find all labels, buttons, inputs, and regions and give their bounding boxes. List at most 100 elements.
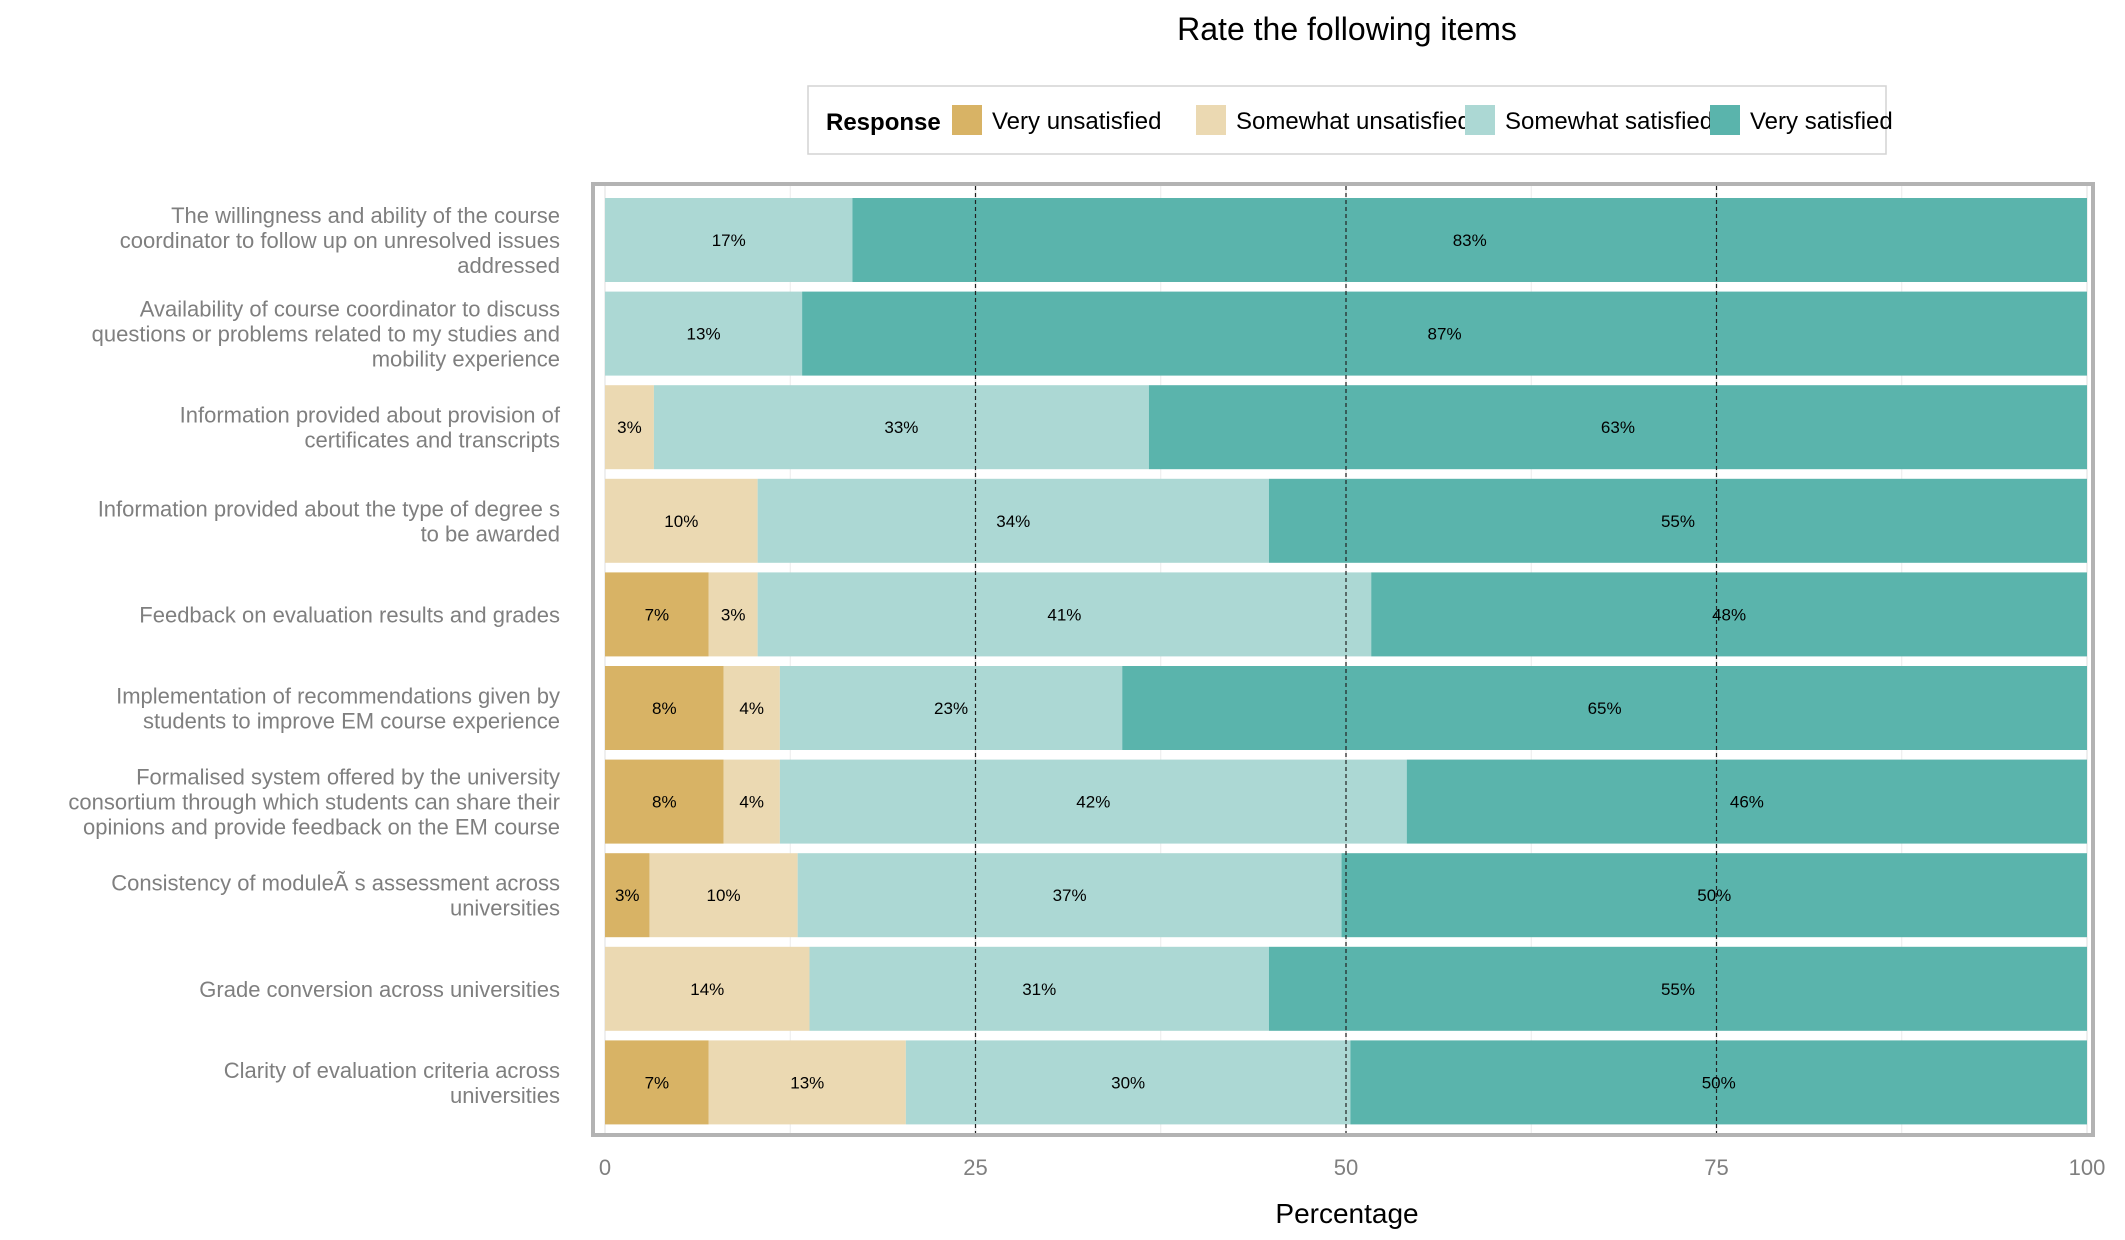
x-tick-label: 25 [963,1155,987,1180]
y-tick-label: Information provided about provision of [180,403,561,428]
y-tick-label: Implementation of recommendations given … [116,684,560,709]
bar-segment [1268,946,2087,1031]
bar-value-label: 55% [1661,980,1695,999]
y-tick-label: addressed [457,253,560,278]
x-axis-label: Percentage [1275,1198,1418,1229]
y-tick-label: Feedback on evaluation results and grade… [139,602,560,627]
bar-segment [708,1040,906,1125]
legend-label: Very satisfied [1750,108,1893,135]
bar-value-label: 87% [1428,325,1462,344]
bar-value-label: 7% [645,605,670,624]
bar-value-label: 31% [1022,980,1056,999]
legend-box [807,85,1887,155]
plot-border [591,182,2095,1137]
y-tick-label: certificates and transcripts [304,428,560,453]
y-tick-label: to be awarded [421,521,560,546]
bar-value-label: 42% [1076,793,1110,812]
bar-segment [757,572,1372,657]
y-tick-label: Grade conversion across universities [199,977,560,1002]
bar-segment [605,385,654,470]
bar-segment [605,198,853,282]
bar-value-label: 4% [739,699,764,718]
bar-segment [809,946,1269,1031]
bar-value-label: 55% [1661,512,1695,531]
bar-segment [1148,385,2087,470]
y-tick-label: universities [450,896,560,921]
y-tick-label: Information provided about the type of d… [98,496,560,521]
bar-segment [905,1040,1351,1125]
bar-segment [802,291,2088,376]
bar-value-label: 10% [664,512,698,531]
legend-swatch [1710,105,1740,135]
bar-value-label: 33% [884,418,918,437]
legend-swatch [1465,105,1495,135]
chart-title: Rate the following items [1177,11,1517,47]
bar-segment [1341,853,2087,938]
y-tick-label: coordinator to follow up on unresolved i… [120,228,560,253]
bar-segment [605,572,709,657]
bar-segment [852,198,2087,282]
y-tick-label: students to improve EM course experience [143,709,560,734]
bar-value-label: 48% [1712,605,1746,624]
x-tick-label: 0 [599,1155,611,1180]
y-tick-label: Availability of course coordinator to di… [140,297,560,322]
legend-label: Somewhat satisfied [1505,108,1713,135]
x-tick-label: 50 [1334,1155,1358,1180]
legend-swatch [952,105,982,135]
bar-value-label: 7% [645,1073,670,1092]
bar-segment [605,759,724,844]
bar-segment [1350,1040,2087,1125]
legend-label: Somewhat unsatisfied [1236,108,1471,135]
bar-value-label: 4% [739,793,764,812]
bar-segment [779,759,1407,844]
bar-value-label: 63% [1601,418,1635,437]
bar-value-label: 34% [996,512,1030,531]
bar-segment [779,666,1123,750]
bar-value-label: 13% [790,1073,824,1092]
bar-value-label: 13% [687,325,721,344]
bar-value-label: 23% [934,699,968,718]
bar-segment [1406,759,2087,844]
bar-value-label: 83% [1453,231,1487,250]
y-tick-label: mobility experience [372,347,560,372]
y-tick-label: The willingness and ability of the cours… [171,203,560,228]
y-tick-label: universities [450,1083,560,1108]
bar-value-label: 14% [690,980,724,999]
bar-segment [723,666,780,750]
bar-segment [605,666,724,750]
y-tick-label: questions or problems related to my stud… [92,322,560,347]
x-tick-label: 100 [2069,1155,2106,1180]
bar-segment [757,478,1269,563]
bar-value-label: 37% [1053,886,1087,905]
bar-segment [653,385,1149,470]
y-tick-label: Formalised system offered by the univers… [136,765,560,790]
bar-segment [797,853,1342,938]
y-axis: The willingness and ability of the cours… [68,203,560,1108]
bar-value-label: 8% [652,793,677,812]
x-tick-label: 75 [1704,1155,1728,1180]
legend: Response Very unsatisfied Somewhat unsati… [807,85,1893,155]
bar-value-label: 50% [1697,886,1731,905]
bar-segment [605,1040,709,1125]
bar-value-label: 41% [1047,605,1081,624]
bar-value-label: 65% [1588,699,1622,718]
bar-segment [605,946,810,1031]
legend-swatch [1196,105,1226,135]
bar-segment [605,291,803,376]
bar-value-label: 3% [615,886,640,905]
bar-value-label: 46% [1730,793,1764,812]
legend-label: Very unsatisfied [992,108,1161,135]
legend-title: Response [826,109,941,136]
bar-value-label: 30% [1111,1073,1145,1092]
y-tick-label: consortium through which students can sh… [68,790,560,815]
bar-value-label: 10% [707,886,741,905]
bar-value-label: 17% [712,231,746,250]
plot-area: 17% 83% 13% 87% 3% 33% 63% 10% 34% 55% 7% 3% 41% 48% 8… [591,182,2095,1137]
bar-value-label: 3% [617,418,642,437]
bar-value-label: 8% [652,699,677,718]
bar-value-label: 50% [1702,1073,1736,1092]
bar-segment [1122,666,2087,750]
bar-value-label: 3% [721,605,746,624]
y-tick-label: Clarity of evaluation criteria across [224,1058,560,1083]
